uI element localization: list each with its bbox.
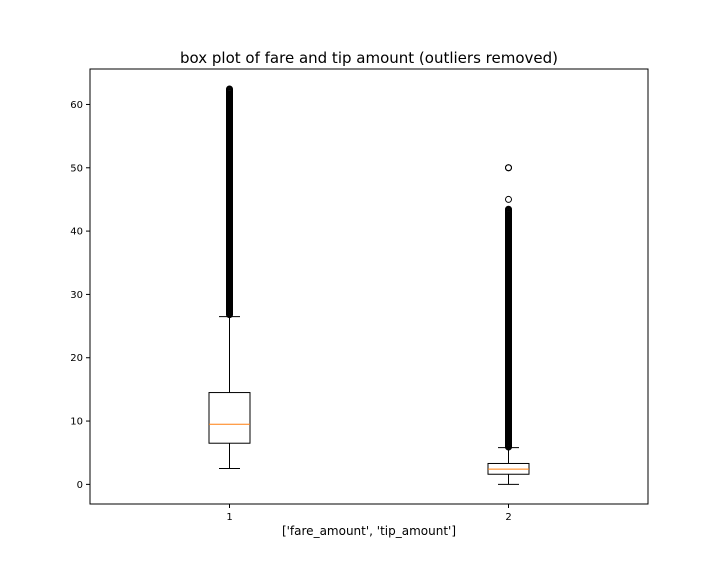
plot-area <box>89 68 649 505</box>
y-tick-label: 40 <box>70 227 83 238</box>
box-2 <box>487 164 530 485</box>
y-tick-label: 20 <box>70 353 83 364</box>
box-1 <box>208 85 251 470</box>
box-plots <box>208 85 530 485</box>
flier-point <box>505 195 512 203</box>
y-tick-label: 50 <box>70 163 83 174</box>
fliers <box>505 164 512 451</box>
y-tick-label: 0 <box>77 480 83 491</box>
iqr-box <box>208 392 251 444</box>
x-tick-label: 1 <box>226 512 232 523</box>
fliers <box>226 85 233 319</box>
y-tick-label: 10 <box>70 417 83 428</box>
x-axis-label: ['fare_amount', 'tip_amount'] <box>282 524 456 538</box>
flier-point <box>505 164 512 172</box>
y-tick-label: 30 <box>70 290 83 301</box>
y-tick-label: 60 <box>70 100 83 111</box>
y-axis: 0 10 20 30 40 50 60 <box>70 100 90 491</box>
chart-title: box plot of fare and tip amount (outlier… <box>180 49 558 67</box>
flier-point <box>505 205 512 213</box>
x-tick-label: 2 <box>505 512 511 523</box>
flier-point <box>226 85 233 93</box>
